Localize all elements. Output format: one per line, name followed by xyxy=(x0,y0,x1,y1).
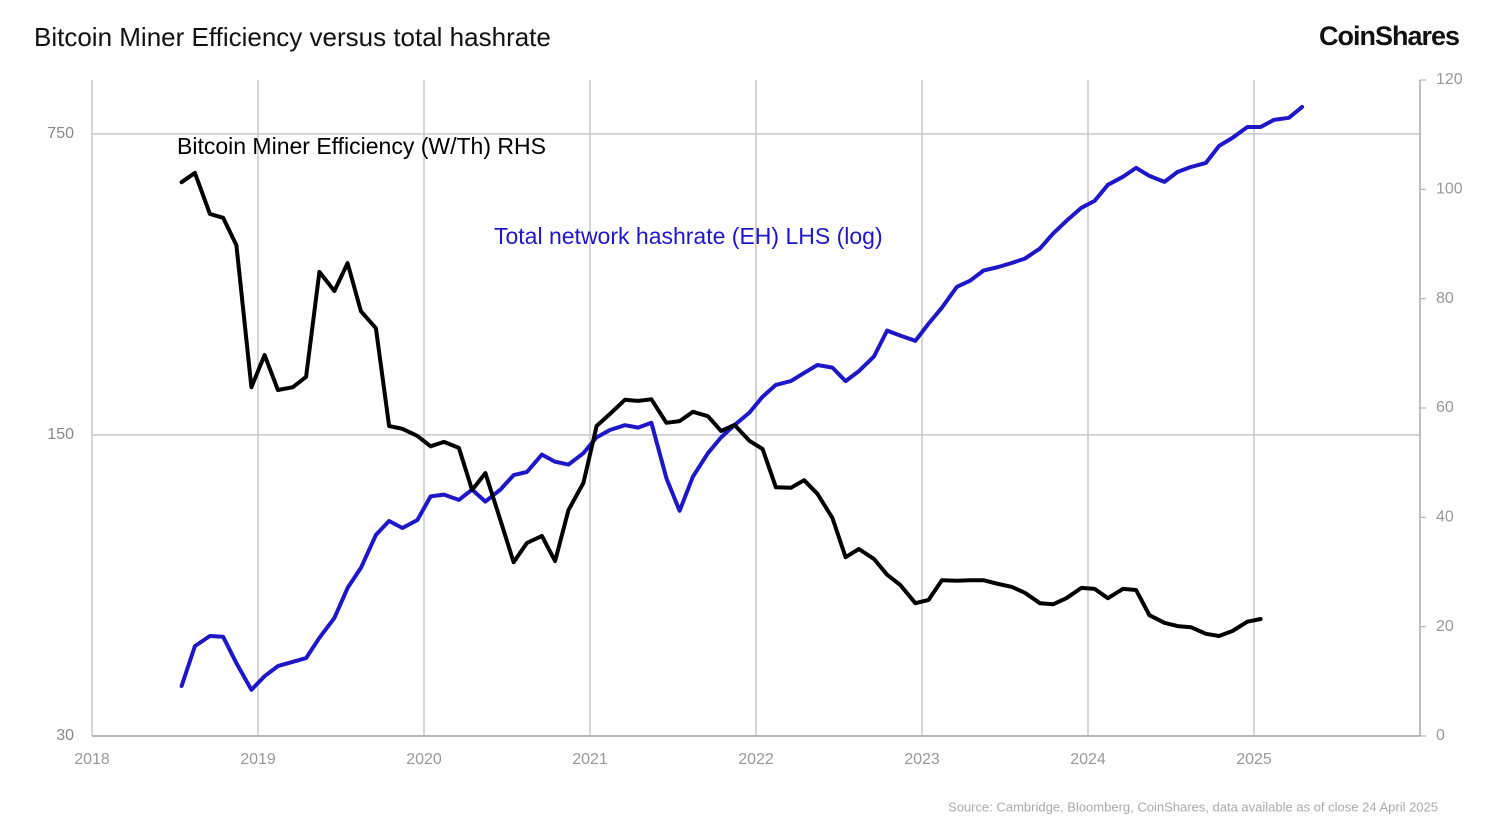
y2-tick-label: 0 xyxy=(1436,727,1445,744)
series-label: Total network hashrate (EH) LHS (log) xyxy=(494,223,883,249)
y2-tick-label: 60 xyxy=(1436,399,1454,416)
source-note: Source: Cambridge, Bloomberg, CoinShares… xyxy=(948,799,1438,814)
y-tick-label: 150 xyxy=(47,426,74,443)
x-tick-label: 2023 xyxy=(904,751,940,768)
y2-tick-label: 100 xyxy=(1436,181,1463,198)
y2-tick-label: 120 xyxy=(1436,71,1463,88)
x-tick-label: 2018 xyxy=(74,751,110,768)
series-label: Bitcoin Miner Efficiency (W/Th) RHS xyxy=(177,133,546,159)
series-line xyxy=(179,104,1305,692)
x-tick-label: 2019 xyxy=(240,751,276,768)
chart-title: Bitcoin Miner Efficiency versus total ha… xyxy=(34,22,551,52)
x-tick-label: 2025 xyxy=(1236,751,1272,768)
series-line xyxy=(179,170,1263,638)
x-tick-label: 2024 xyxy=(1070,751,1106,768)
brand-logo: CoinShares xyxy=(1319,21,1459,51)
y2-tick-label: 80 xyxy=(1436,290,1454,307)
x-tick-label: 2020 xyxy=(406,751,442,768)
x-tick-label: 2022 xyxy=(738,751,774,768)
y-tick-label: 30 xyxy=(56,727,74,744)
y2-tick-label: 40 xyxy=(1436,509,1454,526)
y2-tick-label: 20 xyxy=(1436,618,1454,635)
x-tick-label: 2021 xyxy=(572,751,608,768)
y-tick-label: 750 xyxy=(47,125,74,142)
